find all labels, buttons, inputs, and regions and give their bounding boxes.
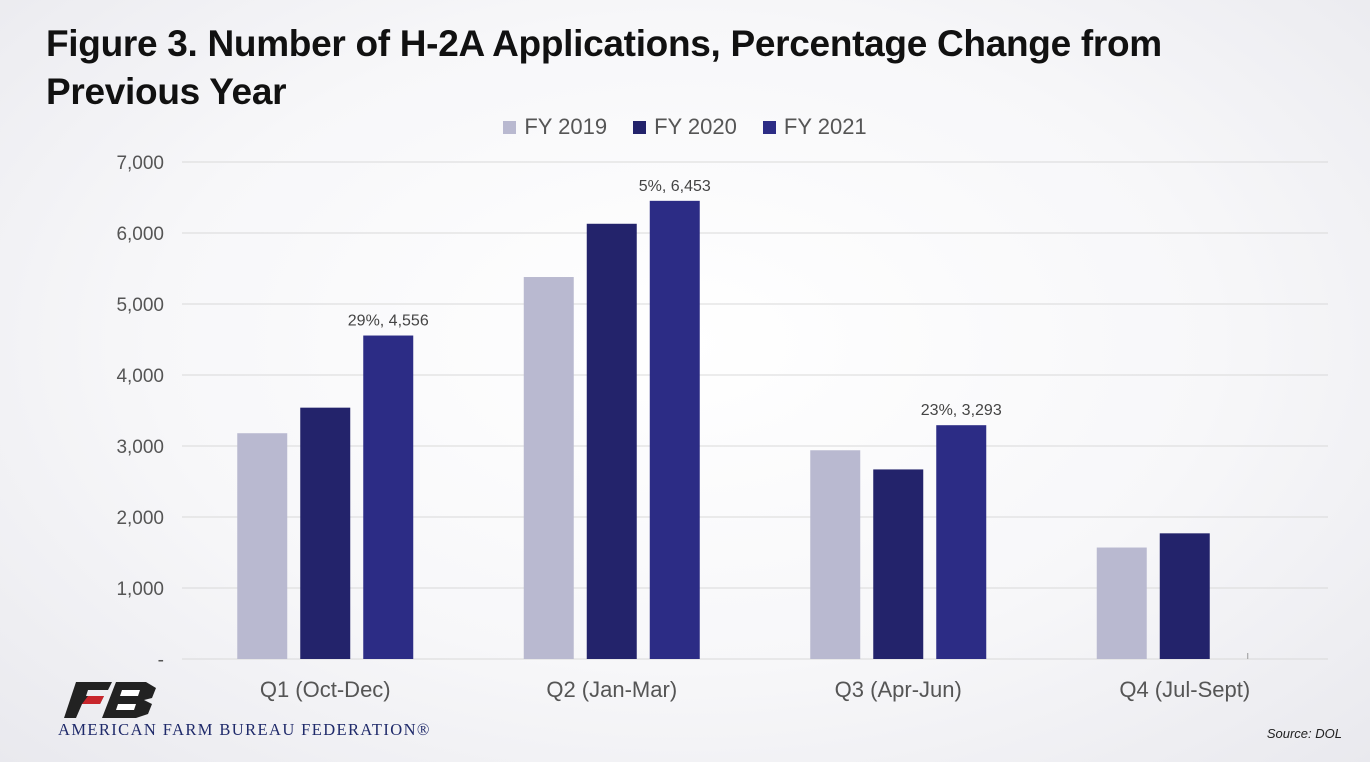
legend-item: FY 2021	[762, 114, 867, 140]
legend-label: FY 2020	[654, 114, 737, 139]
y-tick-label: 1,000	[116, 579, 164, 600]
bar	[237, 433, 288, 659]
chart-title: Figure 3. Number of H-2A Applications, P…	[46, 23, 1162, 112]
source-note: Source: DOL	[1266, 726, 1342, 741]
data-label: 23%, 3,293	[921, 402, 1002, 419]
y-tick-label: 4,000	[116, 366, 164, 387]
x-tick-label: Q4 (Jul-Sept)	[1119, 677, 1250, 702]
legend-label: FY 2019	[524, 114, 608, 139]
legend-swatch	[503, 120, 517, 134]
legend-item: FY 2019	[503, 114, 607, 140]
data-label: 5%, 6,453	[639, 178, 711, 195]
y-tick-label: 6,000	[116, 224, 164, 245]
chart-legend: FY 2019 FY 2020 FY 2021	[0, 114, 1370, 140]
fb-logo-icon	[64, 682, 156, 718]
bar	[810, 450, 861, 659]
x-tick-label: Q2 (Jan-Mar)	[546, 677, 677, 702]
y-tick-label: 3,000	[116, 437, 164, 458]
bar	[1096, 547, 1147, 659]
afbf-logo: AMERICAN FARM BUREAU FEDERATION®	[58, 680, 498, 740]
y-tick-label: 7,000	[116, 153, 164, 174]
data-label: 29%, 4,556	[348, 313, 429, 330]
x-tick-label: Q3 (Apr-Jun)	[835, 677, 962, 702]
y-tick-label: 5,000	[116, 295, 164, 316]
bar	[873, 469, 924, 659]
bar	[523, 277, 574, 659]
legend-item: FY 2020	[633, 114, 737, 140]
bar	[936, 425, 987, 659]
y-tick-label: -	[158, 650, 164, 671]
bar	[363, 335, 414, 659]
bar	[1159, 533, 1210, 659]
bar	[300, 407, 351, 659]
x-tick-label: Q1 (Oct-Dec)	[260, 677, 391, 702]
logo-text: AMERICAN FARM BUREAU FEDERATION®	[58, 720, 431, 739]
bar	[586, 223, 637, 659]
legend-swatch	[762, 120, 776, 134]
legend-label: FY 2021	[783, 114, 867, 139]
legend-swatch	[633, 120, 647, 134]
bar	[649, 200, 700, 659]
y-tick-label: 2,000	[116, 508, 164, 529]
